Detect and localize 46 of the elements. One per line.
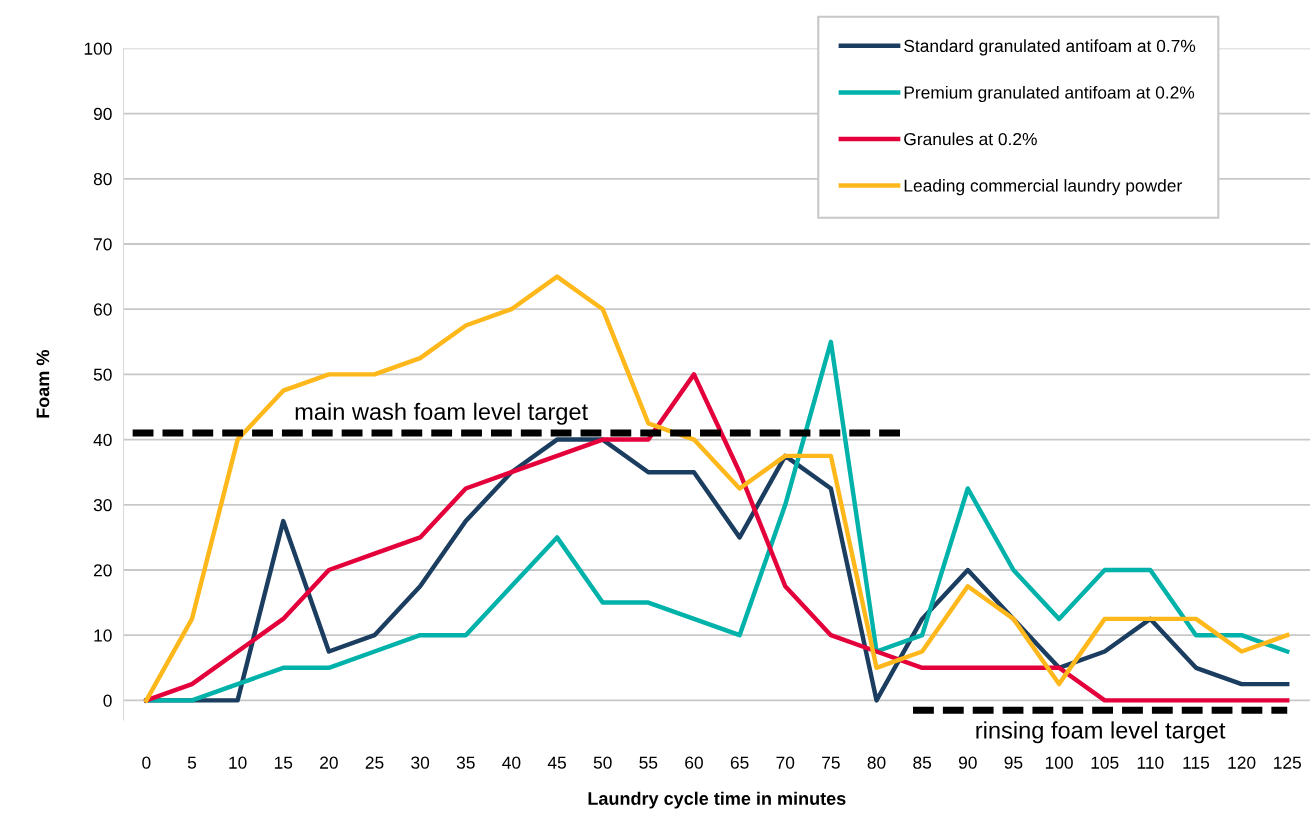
x-tick-label: 20 <box>320 756 338 769</box>
legend-label: Leading commercial laundry powder <box>904 179 1182 196</box>
x-tick-label: 75 <box>822 756 840 769</box>
y-tick-label: 50 <box>93 368 112 381</box>
x-tick-label: 30 <box>411 756 430 769</box>
x-tick-label: 120 <box>1228 756 1256 769</box>
x-tick-label: 55 <box>639 756 658 769</box>
x-tick-label: 70 <box>776 756 795 769</box>
y-tick-label: 30 <box>93 498 112 512</box>
x-tick-label: 95 <box>1004 756 1023 769</box>
y-tick-label: 0 <box>103 694 112 707</box>
y-tick-label: 60 <box>93 303 112 316</box>
y-tick-label: 10 <box>94 629 112 642</box>
x-tick-label: 40 <box>502 756 521 769</box>
x-tick-label: 105 <box>1091 756 1119 769</box>
x-tick-label: 125 <box>1274 756 1301 769</box>
y-tick-label: 100 <box>84 42 112 55</box>
x-tick-label: 35 <box>456 756 475 769</box>
line-series <box>144 274 1290 703</box>
legend-label: Granules at 0.2% <box>904 132 1037 146</box>
y-axis-title: Foam % <box>36 350 50 418</box>
y-tick-label: 90 <box>93 107 112 121</box>
x-tick-label: 60 <box>685 756 703 769</box>
legend-label: Premium granulated antifoam at 0.2% <box>904 85 1195 103</box>
annotation: main wash foam level target <box>295 402 588 425</box>
text: rinsing foam level target <box>976 721 1226 744</box>
y-tick-label: 40 <box>93 433 112 447</box>
x-tick-label: 5 <box>187 756 197 769</box>
x-tick-label: 85 <box>913 756 932 769</box>
x-axis-title: Laundry cycle time in minutes <box>588 791 846 809</box>
x-tick-label: 45 <box>547 756 566 769</box>
legend-label: Standard granulated antifoam at 0.7% <box>904 39 1196 56</box>
x-tick-label: 0 <box>142 756 151 769</box>
x-tick-label: 115 <box>1183 756 1210 769</box>
x-tick-label: 80 <box>867 756 886 769</box>
x-tick-label: 10 <box>229 756 247 769</box>
x-tick-label: 65 <box>730 756 749 769</box>
x-tick-label: 15 <box>274 756 293 769</box>
x-tick-label: 50 <box>593 756 612 769</box>
y-tick-label: 70 <box>93 238 112 251</box>
y-tick-label: 80 <box>93 172 112 186</box>
x-tick-label: 110 <box>1137 756 1164 769</box>
x-tick-label: 25 <box>365 756 384 769</box>
x-tick-label: 90 <box>958 756 977 769</box>
y-tick-label: 20 <box>93 564 112 577</box>
x-tick-label: 100 <box>1045 756 1073 769</box>
